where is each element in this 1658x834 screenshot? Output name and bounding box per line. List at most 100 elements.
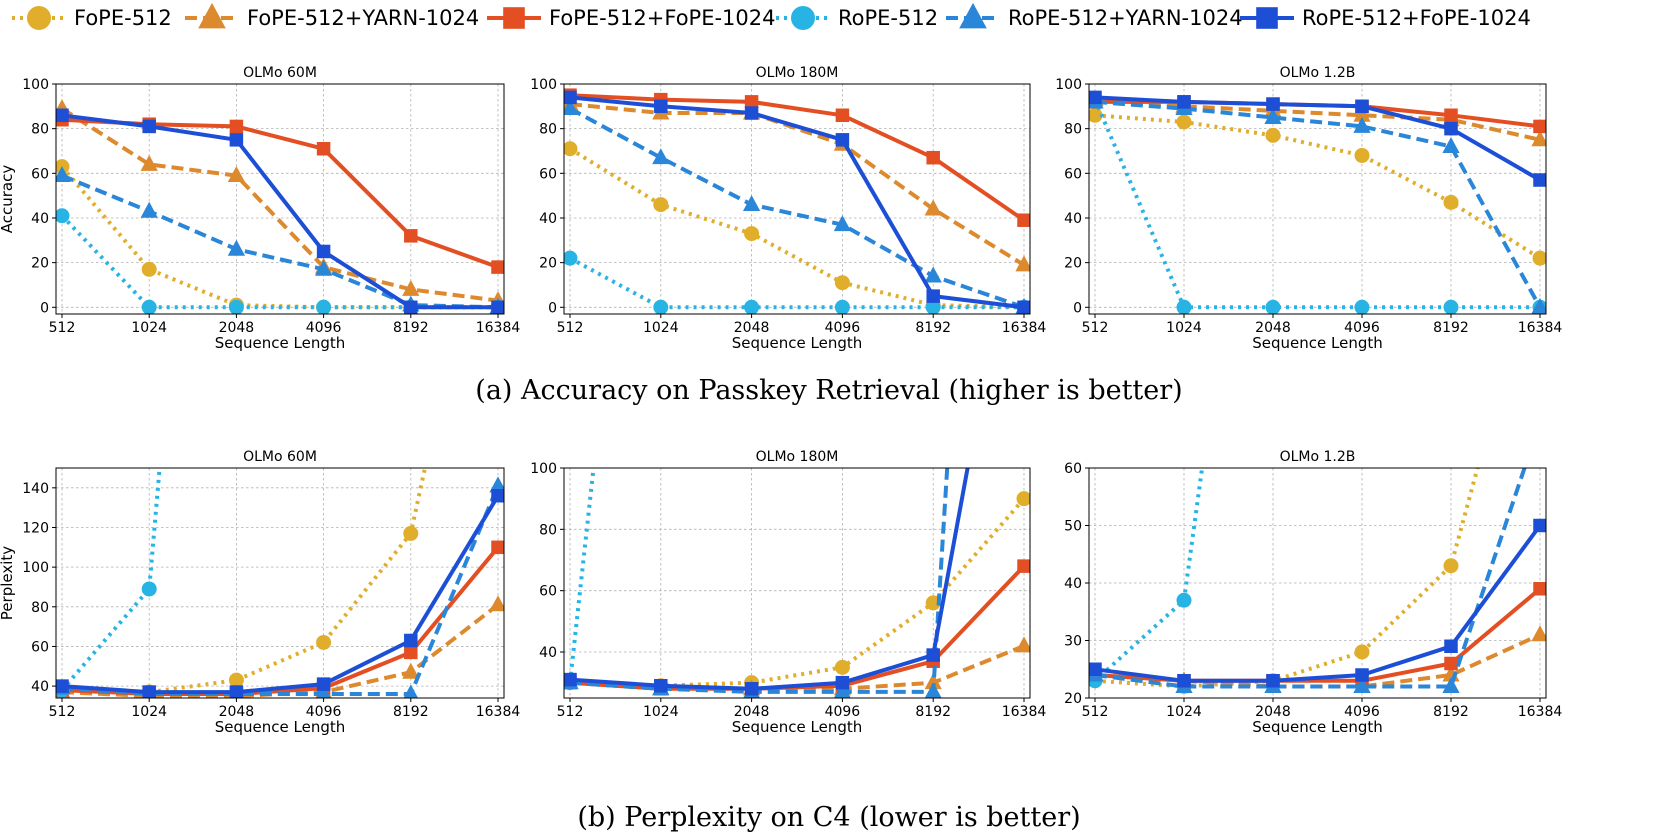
data-point [229,685,244,698]
series-line [568,147,1025,310]
x-axis-label: Sequence Length [1252,718,1383,736]
data-point [1264,108,1282,124]
legend: FoPE-512 FoPE-512+YARN-1024 FoPE-512+FoPE-… [12,2,1531,30]
data-point [1177,95,1191,109]
data-point [1354,644,1370,660]
plot-frame [1088,467,1547,699]
x-tick-label: 1024 [131,704,167,720]
data-point [1353,116,1371,133]
series-line [1094,95,1541,182]
data-point [1266,97,1280,111]
series-line [61,603,500,698]
data-point [402,279,420,296]
data-point [1017,559,1030,573]
data-point [228,299,244,314]
plot-frame [563,83,1031,315]
y-tick-label: 40 [31,679,49,695]
panel-title: OLMo 60M [243,449,317,465]
data-point [926,150,940,165]
legend-marker [198,2,226,29]
y-tick-label: 0 [1073,300,1082,316]
x-tick-label: 4096 [1344,704,1380,720]
series-line [569,468,970,691]
data-point [926,648,940,662]
x-axis-label: Sequence Length [1252,334,1383,352]
data-point [56,679,69,693]
plot-area [564,468,1030,698]
x-tick-label: 2048 [219,704,255,720]
y-tick-label: 0 [40,300,49,316]
data-point [1533,173,1546,187]
x-tick-label: 2048 [219,320,255,336]
plot-area [56,468,504,698]
y-tick-label: 100 [22,560,49,576]
chart-panels: 0 20 40 60 80 100 512 1024 2048 4096 8192 16384 OLMo… [0,65,1563,736]
caption-b: (b) Perplexity on C4 (lower is better) [577,802,1080,833]
data-point [1444,108,1458,123]
y-tick-label: 100 [530,461,557,477]
y-tick-label: 40 [539,211,557,227]
plot-frame [55,467,505,699]
plot-area [1089,90,1546,314]
y-tick-label: 60 [1064,461,1082,477]
data-point [314,259,333,276]
data-point [1443,558,1459,574]
y-tick-label: 40 [1064,211,1082,227]
y-tick-label: 60 [31,166,49,182]
panel-perplexity-olmo-60m: 40 60 80 100 120 140 512 1024 2048 4096 8192 16384 O… [0,449,520,736]
data-point [316,677,331,691]
x-tick-label: 8192 [1433,320,1469,336]
x-tick-label: 512 [1082,704,1109,720]
x-tick-label: 1024 [1166,320,1202,336]
data-point [1265,127,1281,143]
data-point [925,299,941,314]
y-axis-label: Perplexity [0,546,16,620]
x-axis-label: Sequence Length [215,334,346,352]
data-point [491,300,504,314]
series-line [1094,113,1542,260]
x-tick-label: 1024 [643,704,679,720]
series-line [569,93,1026,222]
data-point [56,159,70,175]
x-tick-label: 4096 [306,320,342,336]
legend-item-fope-512: FoPE-512 [12,6,172,30]
data-point [1532,250,1546,266]
data-point [835,133,850,147]
data-point [653,197,669,213]
legend-label: RoPE-512+FoPE-1024 [1302,6,1531,30]
data-point [654,99,668,114]
legend-label: RoPE-512+YARN-1024 [1008,6,1243,30]
data-point [491,489,504,503]
data-point [140,201,158,218]
series-line [569,564,1026,691]
legend-label: FoPE-512 [74,6,172,30]
x-tick-label: 16384 [1518,704,1563,720]
data-point [403,525,419,541]
data-point [1015,255,1030,272]
series-line [569,468,950,694]
data-point [1531,130,1546,147]
data-point [316,299,332,314]
x-tick-label: 1024 [131,320,167,336]
y-tick-label: 20 [31,256,49,272]
x-axis-label: Sequence Length [215,718,346,736]
panel-title: OLMo 1.2B [1280,449,1356,465]
series-line [61,113,498,310]
data-point [402,662,420,679]
series-fope-512 [564,491,1030,694]
plot-frame [55,83,505,315]
data-point [1089,107,1103,123]
data-point [1017,213,1030,227]
series-fope-512 [56,468,428,698]
panel-perplexity-olmo-1-2b: 20 30 40 50 60 512 1024 2048 4096 8192 16384 OLMo 1… [1064,449,1563,736]
data-point [56,108,69,123]
data-point [652,148,670,165]
legend-label: RoPE-512 [838,6,938,30]
series-rope-512-yarn-1024 [564,99,1030,314]
data-point [835,108,850,123]
y-tick-label: 20 [1064,256,1082,272]
x-tick-label: 16384 [1002,320,1047,336]
x-tick-label: 16384 [476,320,521,336]
x-tick-label: 4096 [306,704,342,720]
data-point [744,106,759,120]
